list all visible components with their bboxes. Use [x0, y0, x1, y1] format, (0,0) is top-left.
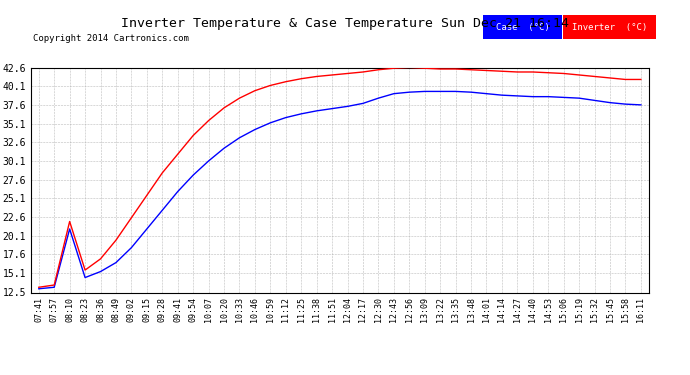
- Text: Case  (°C): Case (°C): [496, 22, 549, 32]
- Text: Copyright 2014 Cartronics.com: Copyright 2014 Cartronics.com: [33, 34, 189, 43]
- Text: Inverter Temperature & Case Temperature Sun Dec 21 16:14: Inverter Temperature & Case Temperature …: [121, 17, 569, 30]
- Text: Inverter  (°C): Inverter (°C): [572, 22, 647, 32]
